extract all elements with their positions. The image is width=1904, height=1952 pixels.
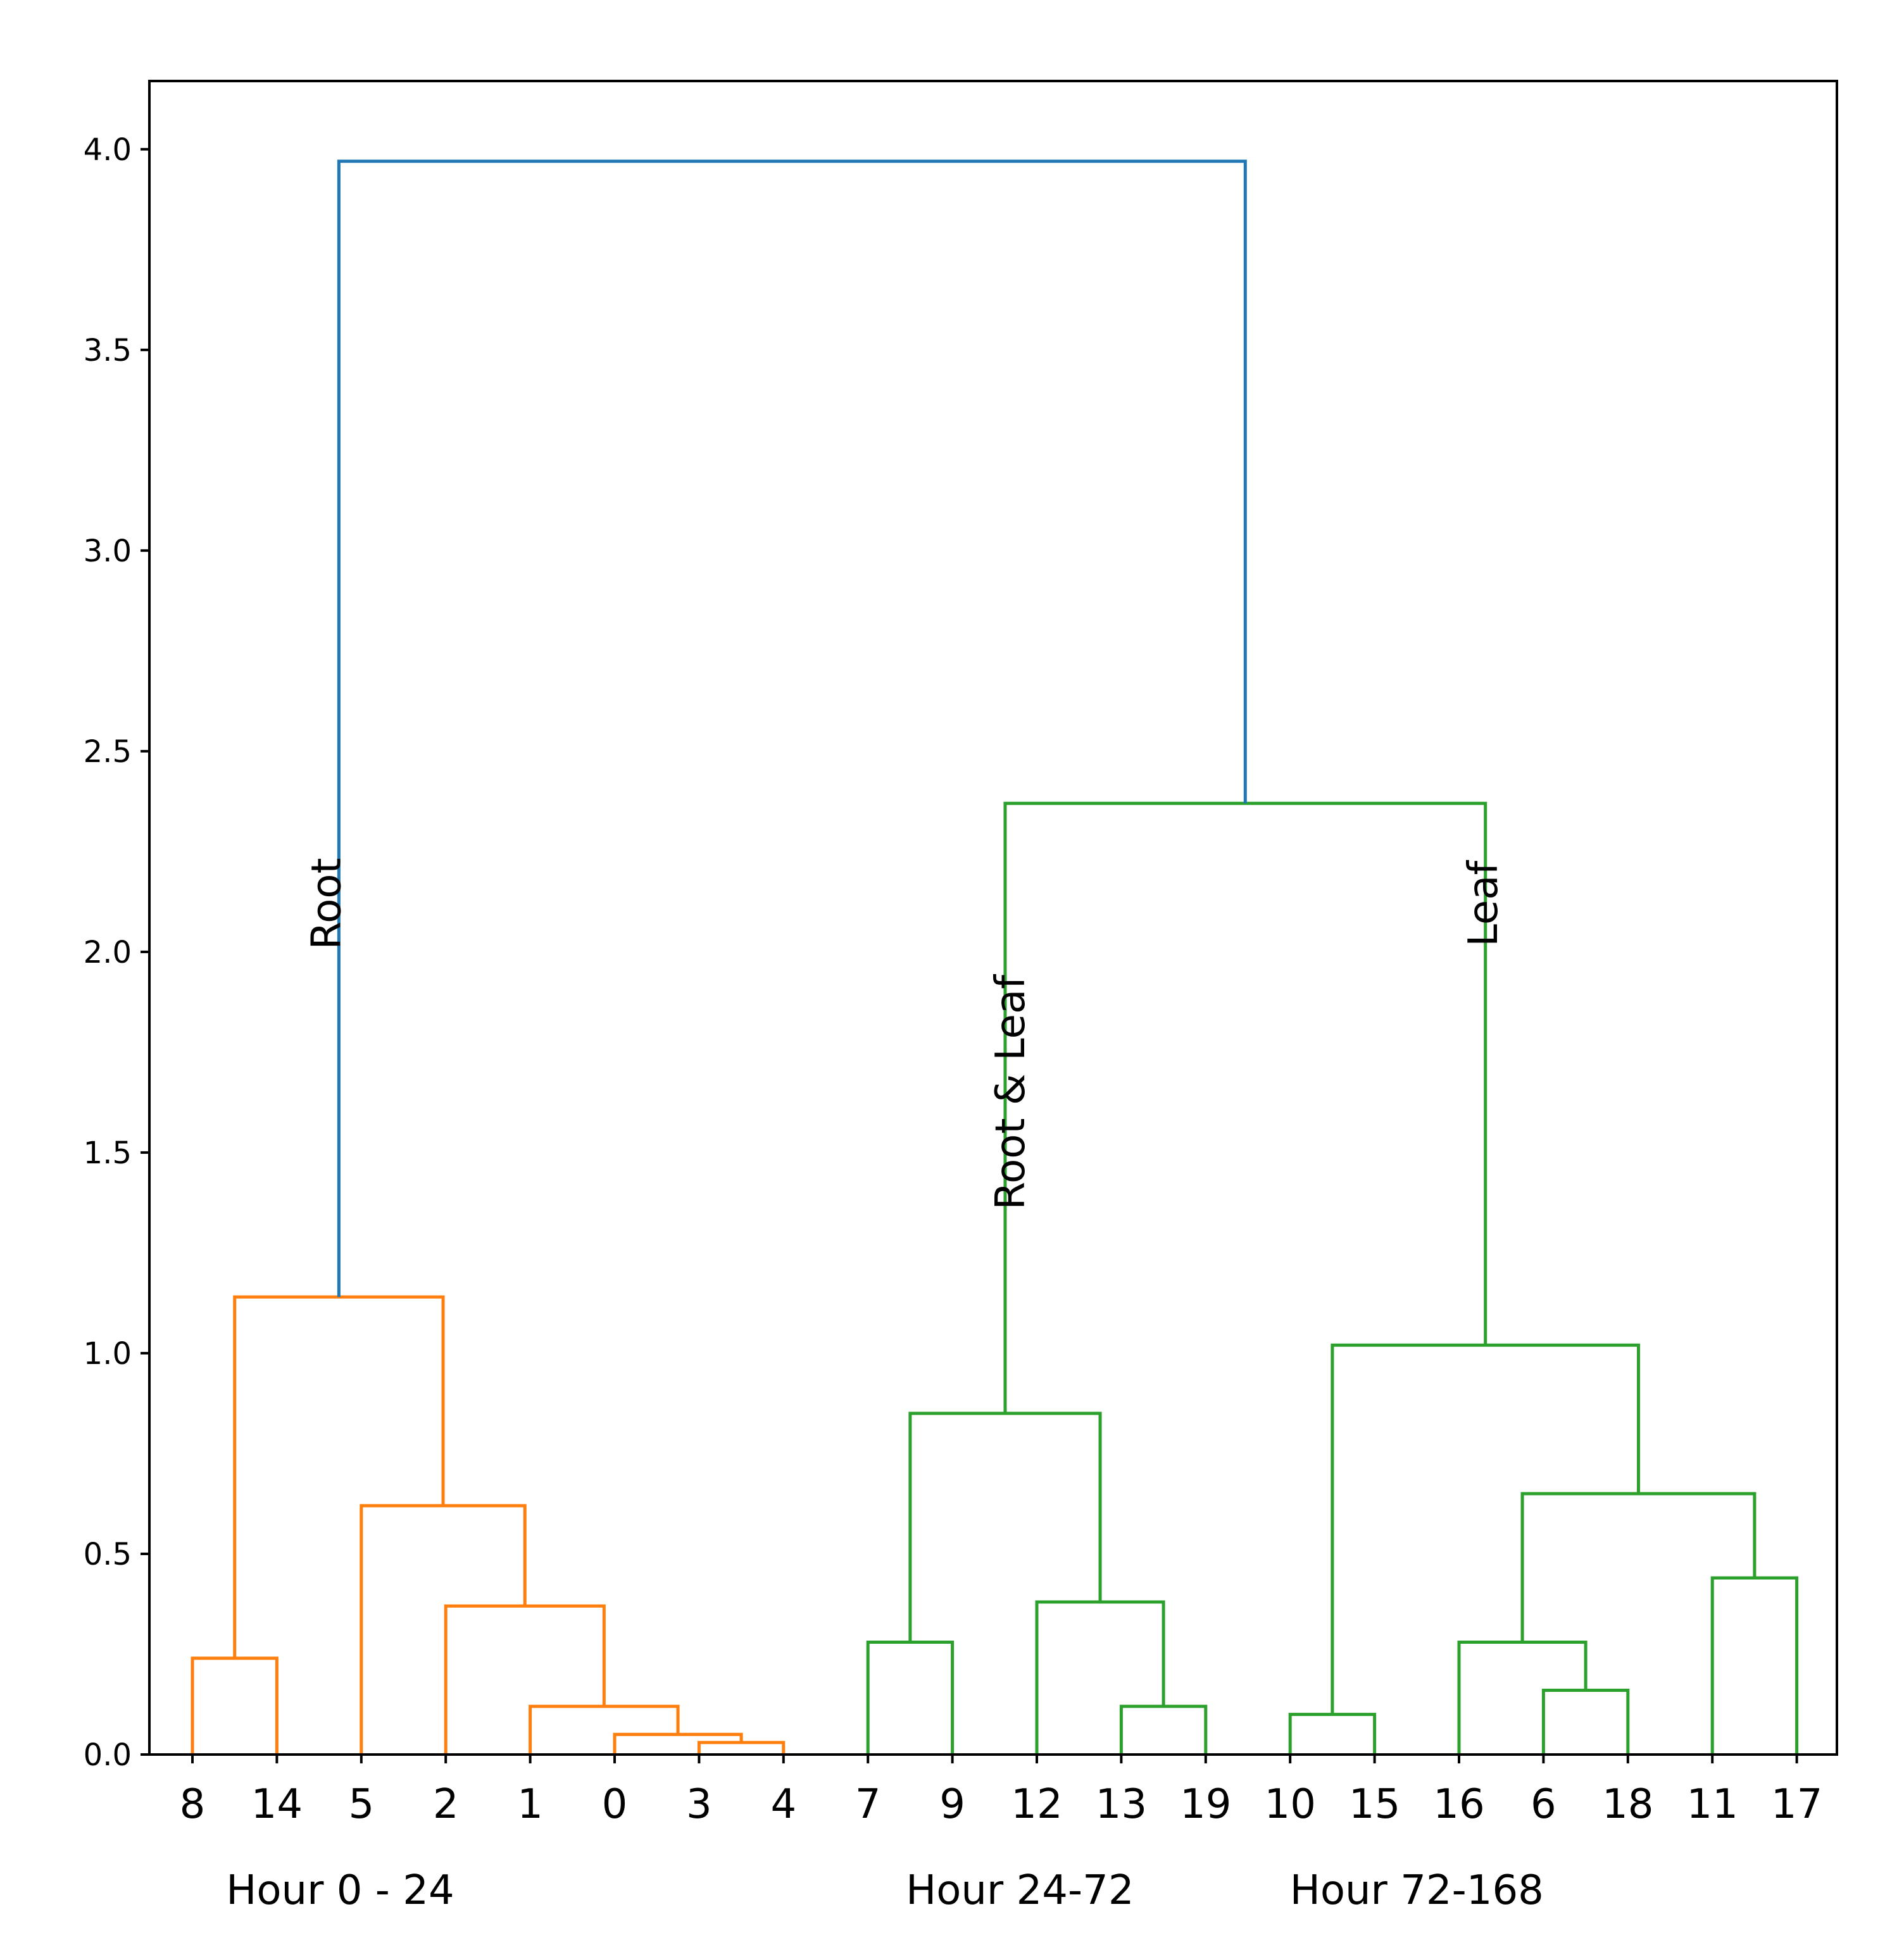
dendrogram-link-o xyxy=(1710,1576,1799,1755)
cluster-label: Root xyxy=(303,858,350,949)
cluster-label: Root & Leaf xyxy=(987,974,1034,1210)
leaf-label: 8 xyxy=(180,1781,206,1828)
y-tick-label: 3.0 xyxy=(84,534,132,569)
annotations: Root Root & Leaf Leaf Hour 0 - 24 Hour 24-72… xyxy=(226,858,1544,1914)
dendrogram-link-p xyxy=(1520,1492,1757,1642)
dendrogram-link-n xyxy=(1457,1640,1588,1755)
y-tick-label: 0.0 xyxy=(84,1737,132,1773)
dendrogram-link-c xyxy=(529,1705,680,1755)
leaf-label: 1 xyxy=(517,1781,543,1828)
leaf-label: 3 xyxy=(686,1781,712,1828)
dendrogram-link-r xyxy=(1003,801,1488,1414)
dendrogram-link-d xyxy=(444,1604,606,1755)
y-axis: 0.0 0.5 1.0 1.5 2.0 2.5 3.0 3.5 4.0 xyxy=(84,132,149,1773)
leaf-label: 17 xyxy=(1771,1781,1822,1828)
group-label: Hour 0 - 24 xyxy=(226,1867,454,1914)
leaf-label: 2 xyxy=(433,1781,459,1828)
leaf-label: 13 xyxy=(1096,1781,1147,1828)
cluster-label: Leaf xyxy=(1460,860,1507,947)
dendrogram-links xyxy=(191,160,1799,1755)
x-axis: 8 14 5 2 1 0 3 4 7 9 12 13 19 10 15 16 6 18 11 17 xyxy=(180,1755,1822,1828)
plot-frame xyxy=(148,80,1838,1756)
dendrogram-link-m xyxy=(1541,1689,1630,1755)
leaf-label: 15 xyxy=(1349,1781,1400,1828)
dendrogram-link-a xyxy=(697,1741,786,1755)
y-tick-label: 1.0 xyxy=(84,1336,132,1372)
leaf-label: 18 xyxy=(1602,1781,1653,1828)
dendrogram-link-f xyxy=(191,1656,279,1755)
leaf-label: 14 xyxy=(251,1781,303,1828)
dendrogram-link-j xyxy=(1035,1600,1165,1755)
y-tick-label: 4.0 xyxy=(84,132,132,168)
leaf-label: 0 xyxy=(602,1781,628,1828)
leaf-label: 7 xyxy=(855,1781,881,1828)
leaf-label: 4 xyxy=(770,1781,796,1828)
dendrogram-link-b xyxy=(613,1732,743,1755)
y-tick-label: 0.5 xyxy=(84,1537,132,1572)
leaf-label: 5 xyxy=(348,1781,374,1828)
leaf-label: 11 xyxy=(1686,1781,1738,1828)
leaf-label: 12 xyxy=(1011,1781,1062,1828)
dendrogram-link-k xyxy=(908,1411,1102,1642)
y-tick-label: 1.5 xyxy=(84,1136,132,1171)
y-tick-label: 3.5 xyxy=(84,333,132,368)
dendrogram-link-q xyxy=(1331,1343,1640,1715)
y-tick-label: 2.0 xyxy=(84,935,132,970)
dendrogram-link-i xyxy=(1119,1705,1208,1755)
dendrogram-link-s xyxy=(337,160,1247,1298)
y-tick-label: 2.5 xyxy=(84,734,132,770)
dendrogram-link-h xyxy=(866,1640,955,1755)
dendrogram-link-l xyxy=(1288,1713,1377,1755)
leaf-label: 16 xyxy=(1433,1781,1484,1828)
group-label: Hour 24-72 xyxy=(906,1867,1134,1914)
dendrogram-link-e xyxy=(360,1504,527,1755)
leaf-label: 6 xyxy=(1531,1781,1556,1828)
leaf-label: 9 xyxy=(939,1781,965,1828)
leaf-label: 19 xyxy=(1180,1781,1231,1828)
dendrogram-link-g xyxy=(233,1295,445,1658)
leaf-label: 10 xyxy=(1264,1781,1315,1828)
group-label: Hour 72-168 xyxy=(1290,1867,1544,1914)
